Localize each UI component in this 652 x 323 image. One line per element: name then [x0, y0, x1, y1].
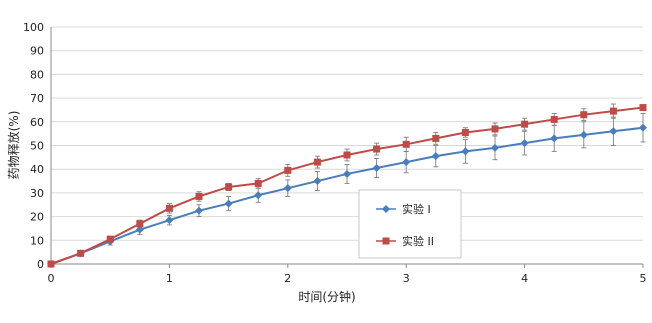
data-point [254, 191, 263, 200]
data-point [402, 158, 411, 167]
data-point [77, 249, 85, 257]
data-point [224, 199, 233, 208]
data-point [47, 260, 55, 268]
data-point [136, 220, 144, 228]
data-point [550, 115, 558, 123]
y-tick-label: 0 [37, 258, 44, 271]
data-point [579, 130, 588, 139]
x-tick-label: 4 [521, 272, 528, 285]
grid-lines [51, 26, 643, 241]
data-point [343, 169, 351, 178]
data-point [402, 140, 410, 148]
y-tick-label: 10 [30, 234, 44, 247]
data-point [165, 204, 173, 212]
data-point [609, 127, 618, 136]
x-tick-labels: 0 1 2 3 4 5 [48, 264, 647, 285]
data-point [491, 125, 499, 133]
data-point [372, 164, 381, 173]
x-axis-title: 时间(分钟) [298, 289, 355, 304]
y-tick-label: 60 [30, 116, 44, 129]
y-tick-label: 50 [30, 140, 44, 153]
data-point [284, 166, 292, 174]
y-axis-title: 药物释放(%) [6, 111, 21, 180]
data-point [195, 192, 203, 200]
data-point [225, 183, 233, 191]
y-tick-label: 100 [23, 21, 44, 34]
data-point [432, 134, 440, 142]
x-tick-label: 5 [640, 272, 647, 285]
axes [50, 27, 643, 265]
data-point [254, 179, 262, 187]
data-point [431, 152, 440, 161]
data-point [373, 145, 381, 153]
y-tick-label: 80 [30, 68, 44, 81]
data-point [195, 206, 203, 215]
series-2 [47, 103, 647, 268]
series-1 [47, 113, 647, 268]
legend: 实验 I 实验 II [358, 189, 462, 259]
y-tick-label: 20 [30, 211, 44, 224]
legend-marker-square [382, 237, 390, 245]
data-point [521, 120, 529, 128]
data-point [313, 177, 322, 186]
data-point [461, 147, 470, 156]
x-tick-label: 0 [48, 272, 55, 285]
x-tick-label: 2 [284, 272, 291, 285]
legend-box [358, 189, 462, 259]
y-tick-label: 30 [30, 187, 44, 200]
data-point [165, 216, 174, 225]
data-point [491, 143, 499, 152]
data-point [283, 184, 292, 193]
y-tick-label: 90 [30, 45, 44, 58]
data-point [313, 158, 321, 166]
data-point [580, 111, 588, 119]
data-point [106, 235, 114, 243]
data-point [639, 104, 647, 112]
data-point [520, 139, 529, 148]
legend-label-series-1: 实验 I [402, 202, 431, 216]
data-point [609, 107, 617, 115]
data-point [550, 134, 559, 143]
y-tick-label: 70 [30, 92, 44, 105]
data-point [639, 123, 647, 132]
legend-label-series-2: 实验 II [402, 234, 434, 248]
data-point [461, 128, 469, 136]
series-layer [47, 103, 647, 268]
x-tick-label: 3 [403, 272, 410, 285]
y-tick-labels: 0 10 20 30 40 50 60 70 80 90 100 [23, 21, 44, 271]
y-tick-label: 40 [30, 163, 44, 176]
legend-marker-diamond [382, 205, 390, 213]
data-point [343, 151, 351, 159]
x-tick-label: 1 [166, 272, 173, 285]
